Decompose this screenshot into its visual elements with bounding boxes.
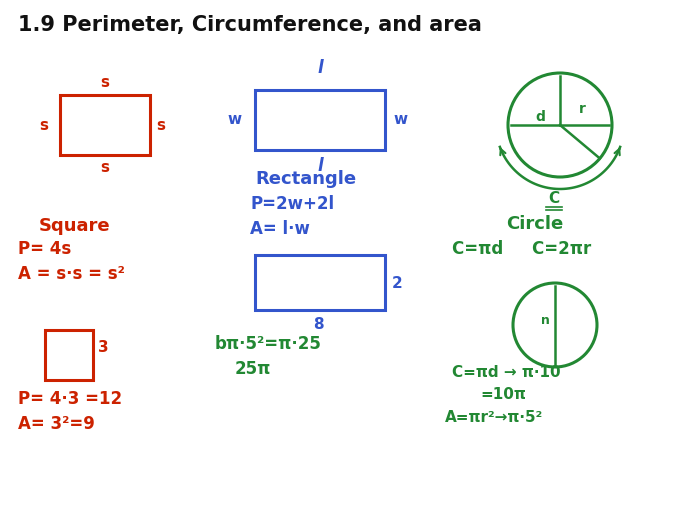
Text: w: w [393,112,407,128]
Text: Square: Square [39,217,111,235]
Text: s: s [156,118,165,132]
Text: A= l·w: A= l·w [250,220,310,238]
Text: l: l [317,59,323,77]
Text: 3: 3 [98,340,108,354]
Text: s: s [101,75,109,90]
Text: =10π: =10π [480,387,526,402]
Text: r: r [579,102,585,116]
Text: 2: 2 [392,276,402,290]
Text: P= 4·3 =12: P= 4·3 =12 [18,390,122,408]
Text: P=2w+2l: P=2w+2l [250,195,334,213]
Bar [60,95,150,155]
Text: A=πr²→π·5²: A=πr²→π·5² [445,410,543,425]
Text: n: n [540,313,550,327]
Circle shape [508,73,612,177]
Text: 25π: 25π [235,360,272,378]
Text: w: w [228,112,242,128]
Text: P= 4s: P= 4s [18,240,71,258]
Text: C=πd     C=2πr: C=πd C=2πr [452,240,592,258]
Bar [255,90,385,150]
Text: 1.9 Perimeter, Circumference, and area: 1.9 Perimeter, Circumference, and area [18,15,482,35]
Text: l: l [317,157,323,175]
Bar [255,255,385,310]
Text: C: C [548,191,559,206]
Text: s: s [39,118,48,132]
Text: C=πd → π·10: C=πd → π·10 [452,365,561,380]
Text: A= 3²=9: A= 3²=9 [18,415,95,433]
Text: s: s [101,160,109,175]
Text: bπ·5²=π·25: bπ·5²=π·25 [215,335,322,353]
Text: A = s·s = s²: A = s·s = s² [18,265,125,283]
Circle shape [513,283,597,367]
Text: d: d [535,110,545,124]
Bar [45,330,93,380]
Text: 8: 8 [313,317,323,332]
Text: Rectangle: Rectangle [255,170,356,188]
Text: Circle: Circle [506,215,564,233]
